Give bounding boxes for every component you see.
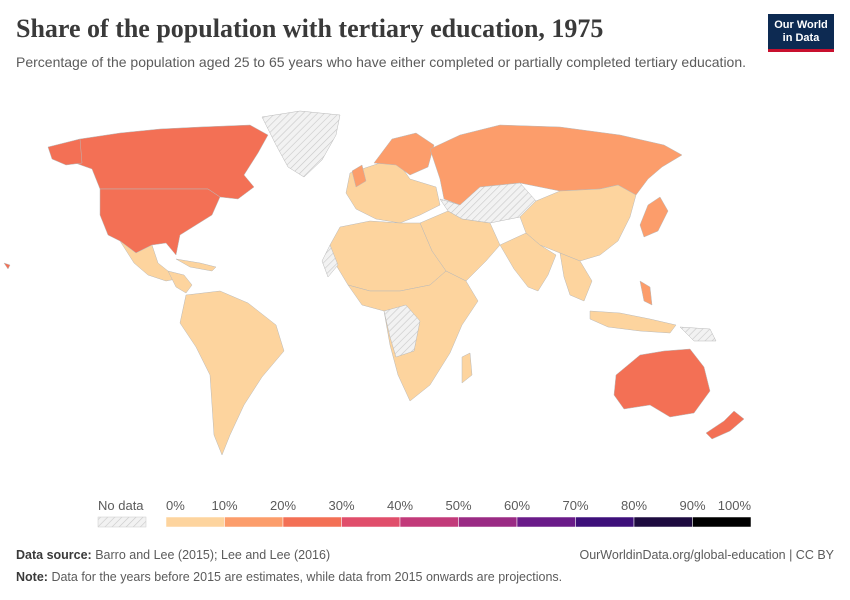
map-region-canada[interactable]: [51, 124, 269, 200]
map-region-china[interactable]: [519, 184, 637, 262]
legend-tick-label: 10%: [211, 498, 237, 513]
logo-line-1: Our World: [774, 19, 828, 31]
world-map: [3, 110, 745, 456]
map-region-usa[interactable]: [99, 188, 221, 256]
legend: No data 0% 10% 20% 30% 40% 50% 60% 70% 80% 90% 100…: [97, 498, 752, 528]
map-region-central-america[interactable]: [167, 270, 193, 294]
legend-tick-label: 50%: [445, 498, 471, 513]
legend-tick-label: 70%: [562, 498, 588, 513]
map-region-uk[interactable]: [351, 164, 367, 188]
map-region-mexico[interactable]: [119, 240, 177, 282]
legend-tick-label: 100%: [718, 498, 752, 513]
map-region-caribbean[interactable]: [175, 258, 217, 272]
legend-no-data-label: No data: [98, 498, 144, 513]
legend-ticks: 0% 10% 20% 30% 40% 50% 60% 70% 80% 90% 100%: [166, 498, 751, 513]
chart-title: Share of the population with tertiary ed…: [16, 14, 604, 43]
map-region-philippines[interactable]: [639, 280, 653, 306]
map-region-alaska[interactable]: [47, 138, 83, 166]
footer-source: Data source: Barro and Lee (2015); Lee a…: [16, 548, 834, 562]
map-region-australia[interactable]: [613, 348, 711, 418]
logo-line-2: in Data: [782, 32, 820, 44]
map-region-southeast-asia[interactable]: [559, 252, 593, 302]
map-region-japan[interactable]: [639, 196, 669, 238]
legend-tick-label: 30%: [328, 498, 354, 513]
map-region-scandinavia[interactable]: [373, 132, 435, 176]
note-label: Note:: [16, 570, 48, 584]
map-region-india[interactable]: [499, 232, 557, 292]
source-label: Data source:: [16, 548, 92, 562]
source-text[interactable]: Barro and Lee (2015); Lee and Lee (2016): [95, 548, 331, 562]
legend-bin-8[interactable]: [633, 516, 693, 528]
map-region-central-africa-nd[interactable]: [383, 304, 421, 358]
map-region-hawaii[interactable]: [3, 262, 11, 270]
legend-tick-label: 60%: [504, 498, 530, 513]
map-region-indonesia[interactable]: [589, 310, 677, 334]
legend-tick-label: 0%: [166, 498, 185, 513]
legend-bin-5[interactable]: [458, 516, 518, 528]
note-text: Data for the years before 2015 are estim…: [51, 570, 563, 584]
legend-bin-6[interactable]: [516, 516, 576, 528]
map-region-west-sahara-nd[interactable]: [321, 244, 339, 278]
owid-logo[interactable]: Our World in Data: [768, 14, 834, 52]
legend-tick-label: 80%: [621, 498, 647, 513]
legend-bin-1[interactable]: [224, 516, 284, 528]
map-region-papua[interactable]: [679, 326, 717, 342]
chart-subtitle: Percentage of the population aged 25 to …: [16, 54, 747, 70]
legend-bin-2[interactable]: [282, 516, 342, 528]
legend-bin-4[interactable]: [399, 516, 459, 528]
legend-bin-3[interactable]: [341, 516, 401, 528]
legend-bin-7[interactable]: [575, 516, 635, 528]
legend-tick-label: 20%: [270, 498, 296, 513]
legend-bins: [165, 516, 752, 528]
map-region-south-america[interactable]: [179, 290, 285, 456]
legend-bin-9[interactable]: [692, 516, 752, 528]
legend-bin-0[interactable]: [165, 516, 225, 528]
legend-no-data-swatch: [97, 516, 147, 528]
legend-tick-label: 90%: [679, 498, 705, 513]
map-region-greenland[interactable]: [261, 110, 341, 178]
legend-tick-label: 40%: [387, 498, 413, 513]
footer-note: Note: Data for the years before 2015 are…: [16, 570, 834, 584]
map-region-madagascar[interactable]: [461, 352, 473, 384]
map-region-new-zealand[interactable]: [705, 410, 745, 440]
footer-url[interactable]: OurWorldinData.org/global-education | CC…: [579, 548, 834, 562]
